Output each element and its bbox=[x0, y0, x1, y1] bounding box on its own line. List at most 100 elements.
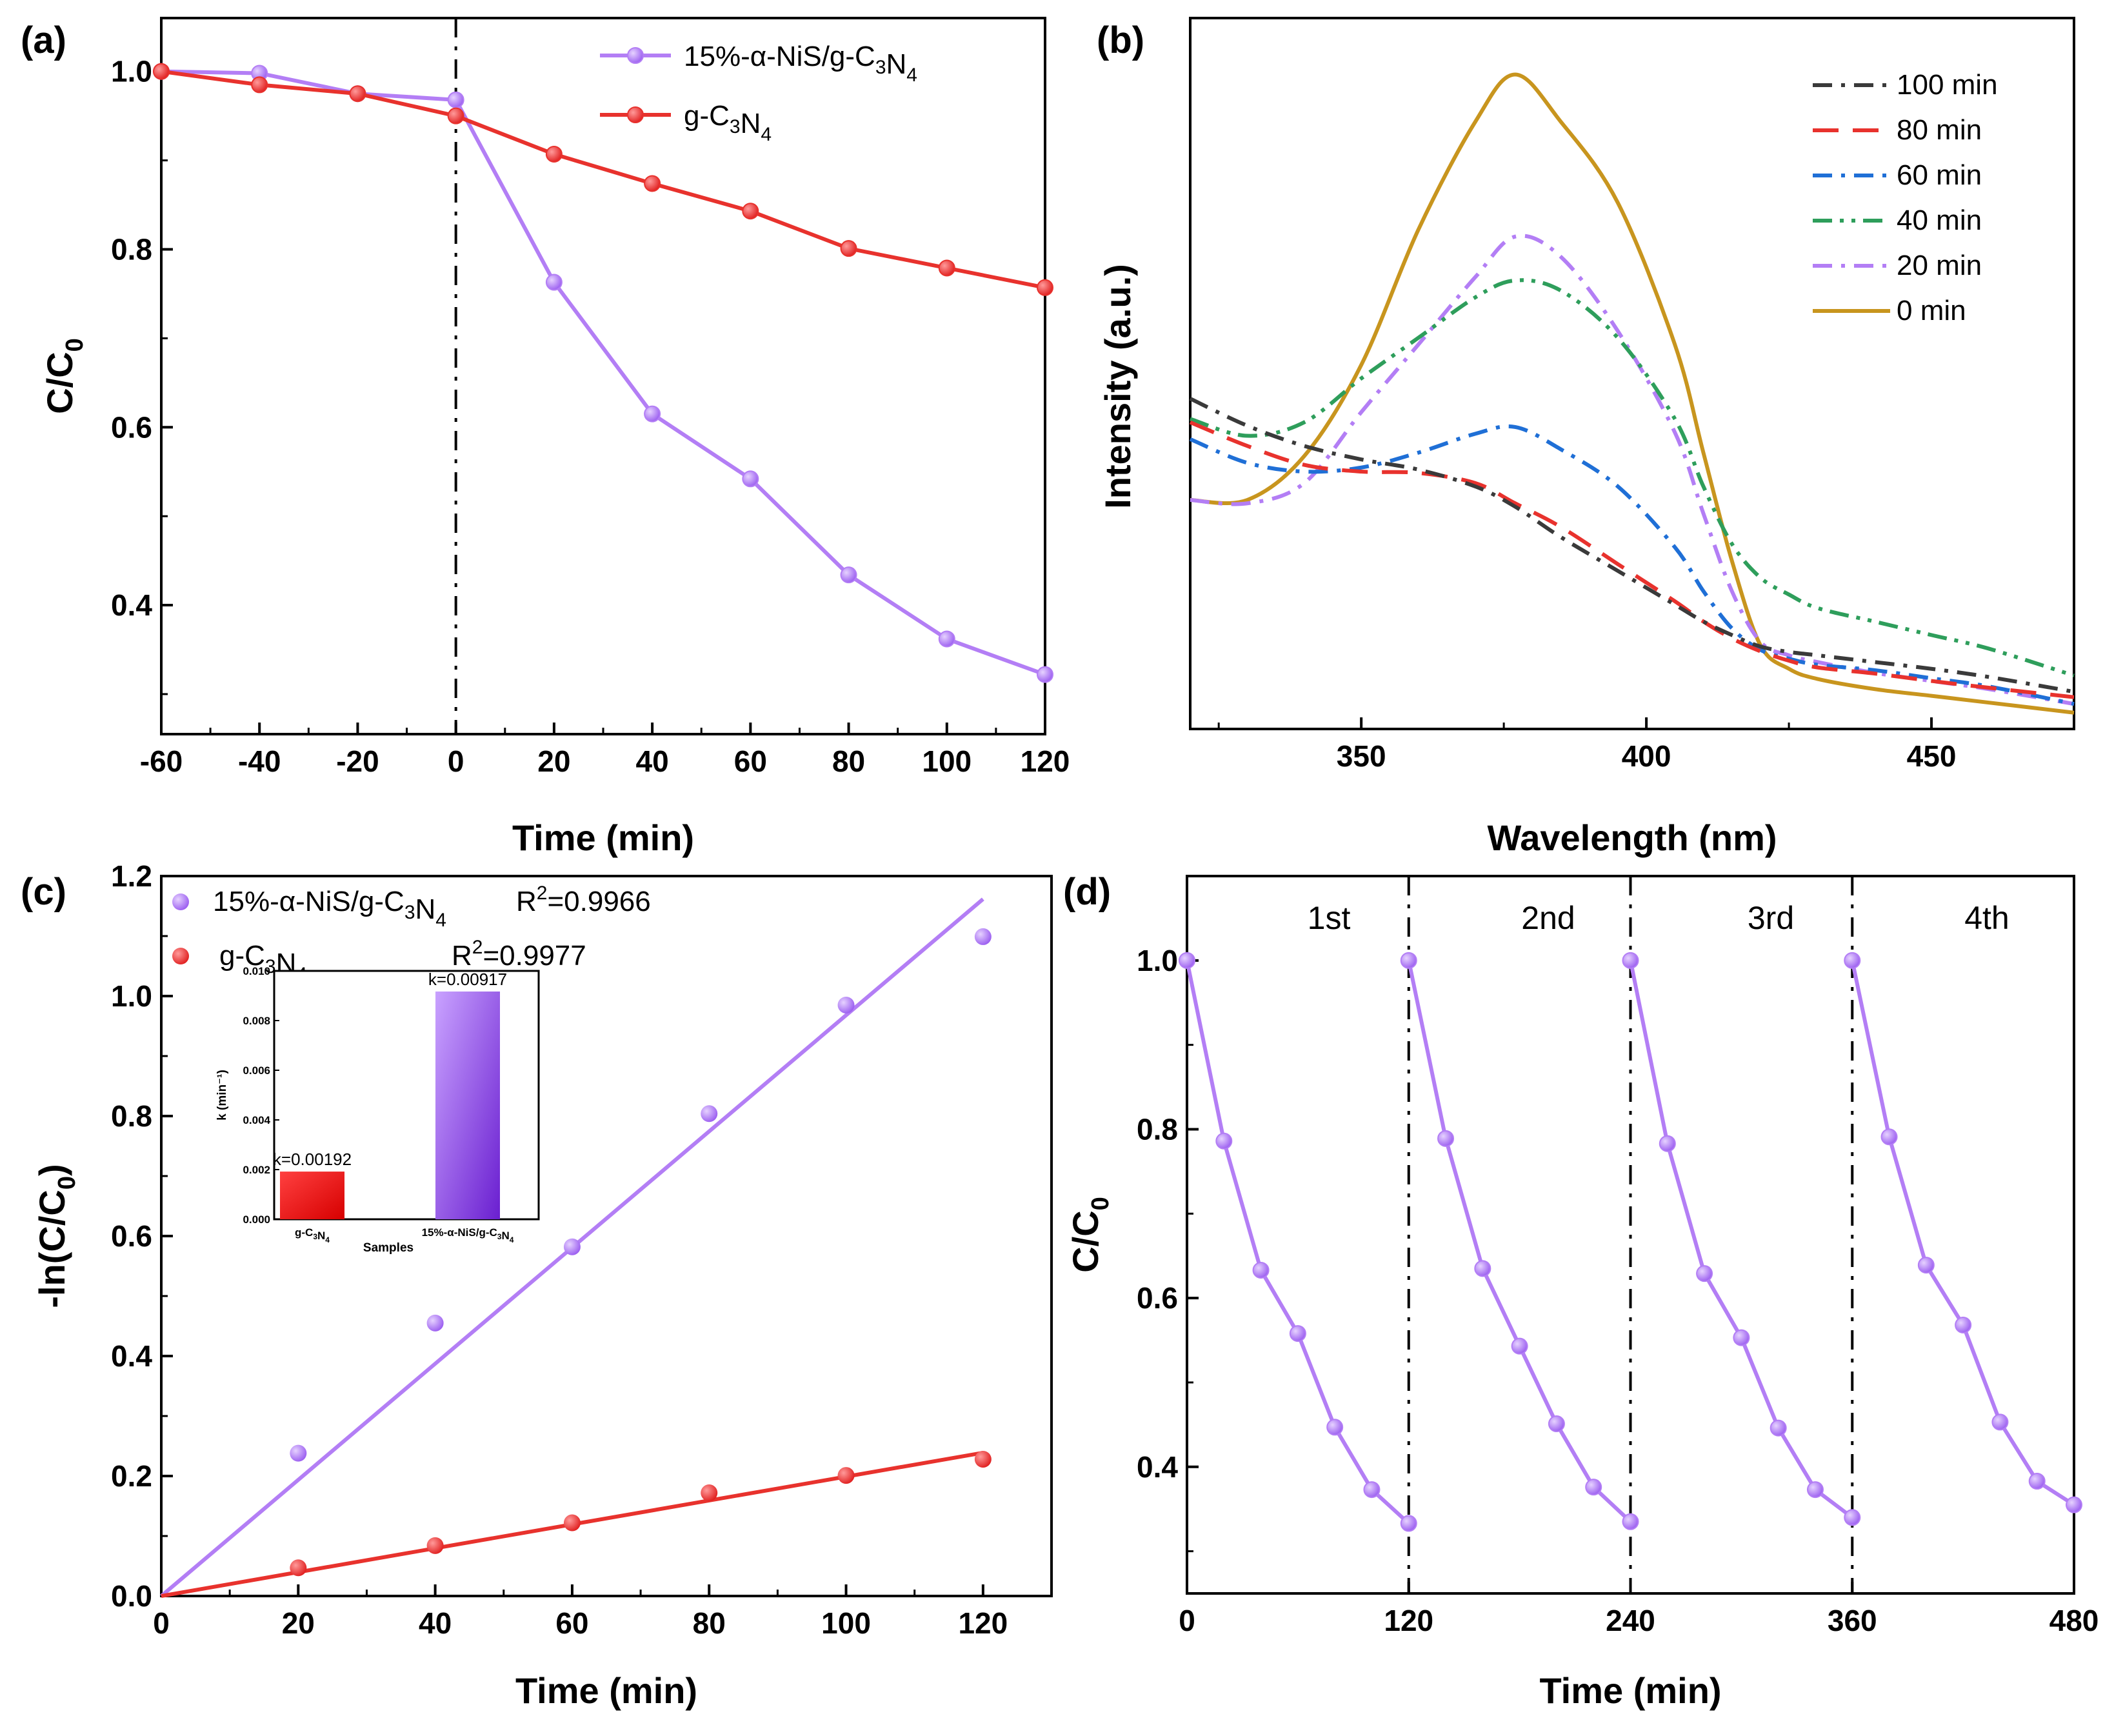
inset-y-tick-label: 0.008 bbox=[243, 1015, 270, 1027]
legend-label: 40 min bbox=[1897, 205, 1982, 236]
x-tick-label: -20 bbox=[336, 744, 379, 778]
data-point bbox=[1880, 1128, 1898, 1146]
panel-label-b: (b) bbox=[1097, 19, 1144, 61]
y-tick-label: 1.2 bbox=[111, 859, 152, 893]
text-run: =0.9977 bbox=[483, 940, 586, 972]
x-tick-label: 360 bbox=[1828, 1604, 1877, 1637]
x-tick-label: 0 bbox=[153, 1606, 170, 1640]
superscript: 2 bbox=[472, 937, 483, 958]
spectrum-line bbox=[1190, 278, 2075, 678]
cycle-label: 4th bbox=[1964, 900, 2009, 936]
data-point bbox=[349, 85, 366, 103]
data-point bbox=[1363, 1481, 1381, 1499]
y-tick-label: 0.6 bbox=[1137, 1281, 1178, 1315]
text-run: N bbox=[317, 1230, 325, 1242]
y-tick-label: 0.4 bbox=[111, 1339, 152, 1373]
x-tick-label: 0 bbox=[1179, 1604, 1195, 1637]
data-point bbox=[701, 1484, 718, 1502]
data-point bbox=[1511, 1337, 1528, 1355]
data-point bbox=[1289, 1325, 1306, 1342]
data-point bbox=[1548, 1415, 1565, 1433]
data-point bbox=[426, 1537, 444, 1554]
plot-frame bbox=[160, 17, 1046, 735]
subscript: 4 bbox=[435, 910, 446, 931]
series-line bbox=[1628, 960, 1854, 1519]
text-run: 15%-α-NiS/g-C bbox=[684, 41, 875, 72]
panel-c: 0 20 40 60 80 100 1200.00.20.40.60.81.01.2Time… bbox=[32, 859, 1053, 1711]
data-point bbox=[1844, 1509, 1861, 1526]
data-point bbox=[1215, 1132, 1233, 1150]
spectrum-line bbox=[1189, 397, 2075, 694]
panel-label-c: (c) bbox=[21, 871, 66, 913]
inset-y-tick-label: 0.006 bbox=[243, 1064, 270, 1077]
subscript: 3 bbox=[497, 1232, 502, 1241]
inset-bar-label: k=0.00917 bbox=[428, 970, 507, 989]
legend-label: g-C3N4 bbox=[684, 100, 772, 145]
data-point bbox=[1037, 279, 1053, 296]
subscript: 3 bbox=[404, 902, 415, 923]
subscript: 4 bbox=[325, 1235, 330, 1244]
data-point bbox=[2066, 1496, 2082, 1513]
y-axis-label: Intensity (a.u.) bbox=[1097, 264, 1138, 509]
data-point bbox=[938, 630, 955, 648]
x-tick-label: 100 bbox=[922, 744, 972, 778]
x-tick-label: 100 bbox=[821, 1606, 871, 1640]
subscript: 4 bbox=[510, 1235, 514, 1244]
text-run: 15%-α-NiS/g-C bbox=[422, 1226, 497, 1239]
x-tick-label: 240 bbox=[1606, 1604, 1655, 1637]
x-axis-label: Time (min) bbox=[512, 817, 694, 858]
inset-x-tick-label: g-C3N4 bbox=[295, 1226, 330, 1244]
series-line bbox=[1850, 960, 2075, 1507]
spectrum-line bbox=[1189, 420, 2075, 699]
text-run: N bbox=[741, 108, 761, 139]
x-tick-label: -60 bbox=[140, 744, 183, 778]
y-tick-label: 0.6 bbox=[111, 1219, 152, 1253]
text-run: R bbox=[452, 940, 472, 972]
y-tick-label: 0.6 bbox=[111, 410, 152, 444]
data-point bbox=[644, 405, 661, 423]
data-point bbox=[545, 145, 563, 163]
text-run: g-C bbox=[295, 1226, 313, 1239]
subscript: 0 bbox=[54, 1176, 81, 1190]
data-point bbox=[1622, 952, 1639, 969]
subscript: 0 bbox=[1087, 1197, 1114, 1210]
text-run: =0.9966 bbox=[547, 886, 650, 917]
text-run: N bbox=[501, 1230, 509, 1242]
x-tick-label: 60 bbox=[555, 1606, 588, 1640]
subscript: 4 bbox=[906, 65, 917, 86]
text-run: -ln(C/C bbox=[32, 1190, 72, 1308]
data-point bbox=[974, 928, 992, 945]
text-run: g-C bbox=[684, 100, 730, 132]
x-tick-label: -40 bbox=[238, 744, 281, 778]
x-tick-label: 40 bbox=[419, 1606, 452, 1640]
y-tick-label: 1.0 bbox=[1137, 944, 1178, 977]
x-tick-label: 60 bbox=[734, 744, 767, 778]
data-point bbox=[1400, 952, 1417, 969]
inset-y-tick-label: 0.002 bbox=[243, 1164, 270, 1176]
x-axis-label: Time (min) bbox=[1539, 1670, 1721, 1711]
inset-bar bbox=[280, 1172, 344, 1219]
y-axis-label: C/C0 bbox=[39, 338, 88, 414]
panel-a: -60 -40 -20 0 20 40 60 80 100 1200.40.60.81.0Time… bbox=[39, 17, 1070, 858]
panel-label-d: (d) bbox=[1063, 871, 1111, 913]
data-point bbox=[447, 107, 464, 125]
data-point bbox=[837, 1467, 855, 1484]
y-tick-label: 1.0 bbox=[111, 979, 152, 1013]
data-point bbox=[1474, 1260, 1491, 1277]
legend-r2: R2=0.9966 bbox=[516, 883, 651, 917]
spectrum-line bbox=[1190, 234, 2075, 706]
subscript: 0 bbox=[61, 338, 88, 352]
legend-label: 15%-α-NiS/g-C3N4 bbox=[213, 886, 446, 931]
x-tick-label: 480 bbox=[2049, 1604, 2099, 1637]
x-tick-label: 120 bbox=[958, 1606, 1008, 1640]
text-run: N bbox=[886, 48, 907, 80]
x-tick-label: 350 bbox=[1337, 739, 1386, 773]
x-axis-label: Wavelength (nm) bbox=[1487, 817, 1777, 858]
legend-r2: R2=0.9977 bbox=[452, 937, 586, 972]
data-point bbox=[1733, 1329, 1750, 1346]
text-run: N bbox=[415, 893, 436, 925]
legend-marker bbox=[172, 893, 189, 910]
y-tick-label: 1.0 bbox=[111, 55, 152, 88]
y-axis-label: C/C0 bbox=[1065, 1197, 1114, 1273]
